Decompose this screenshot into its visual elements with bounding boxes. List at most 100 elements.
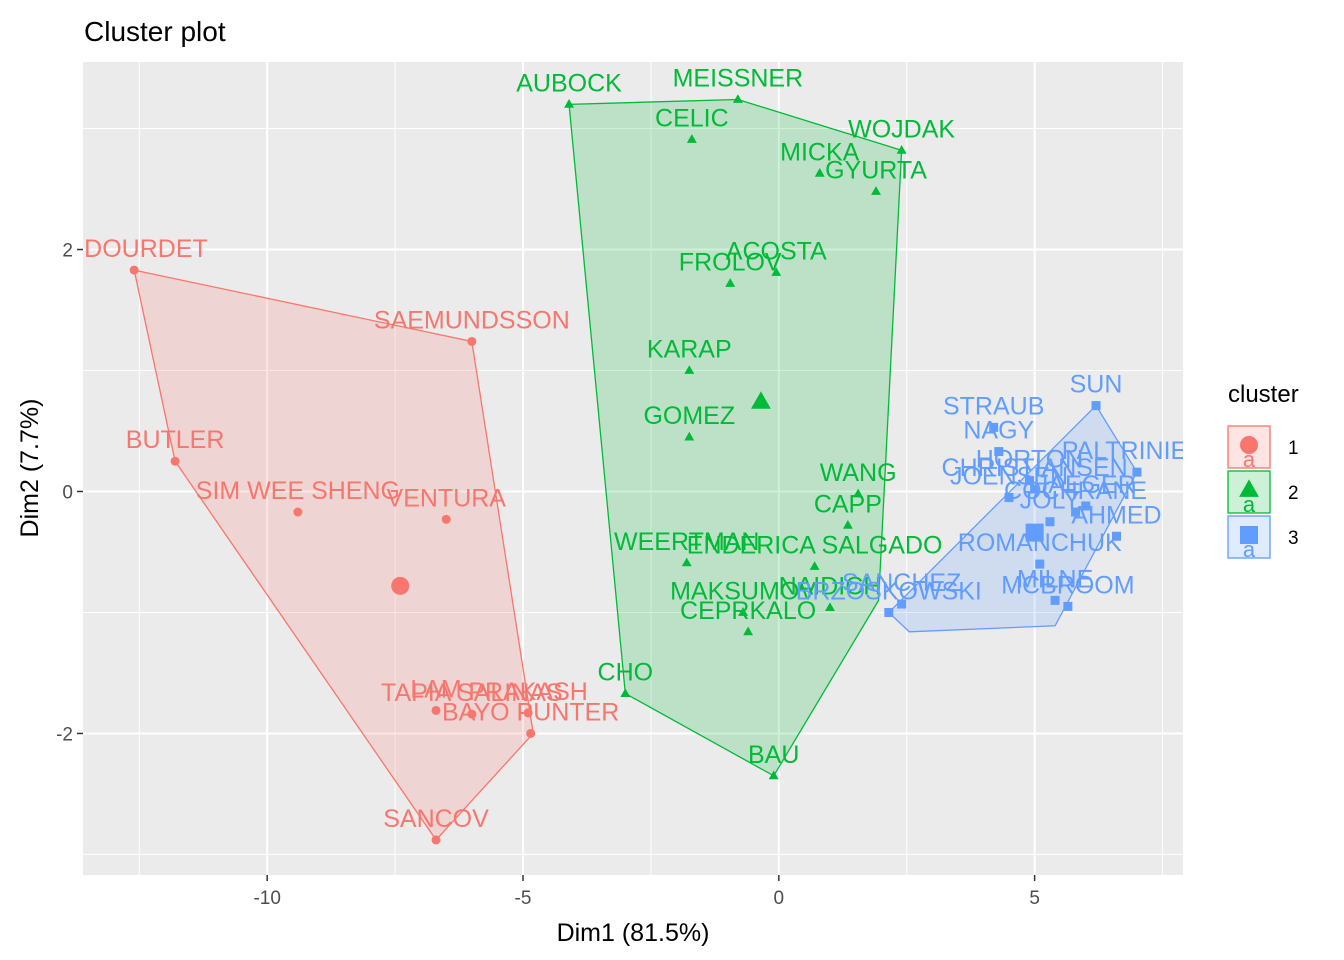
x-tick-label: 5 [1029, 888, 1040, 909]
point-2 [853, 488, 864, 498]
point-label: CHO [598, 659, 654, 687]
legend-key-marker [1240, 436, 1258, 454]
point-2 [871, 186, 881, 195]
x-tick-label: -5 [515, 888, 532, 909]
point-label: NAGY [963, 417, 1034, 445]
point-1 [441, 514, 451, 524]
point-2 [896, 145, 907, 154]
point-label: SAEMUNDSSON [374, 306, 570, 334]
legend-key-glyph: a [1243, 492, 1256, 517]
point-label: HORTON [976, 446, 1083, 474]
point-3 [1081, 501, 1091, 511]
cluster-hull-1 [133, 269, 534, 841]
data-points [129, 94, 1142, 845]
legend-key-marker [1239, 479, 1259, 497]
point-label: CAPP [814, 490, 882, 518]
point-label: FROLOV [679, 248, 782, 276]
point-3 [1111, 531, 1121, 541]
point-1 [293, 507, 303, 517]
point-label: JOENSEN [950, 463, 1068, 491]
point-label: MILNE [1017, 565, 1093, 593]
y-tick-label: 0 [62, 482, 73, 503]
centroid-2 [751, 391, 771, 409]
legend-label-2: 2 [1288, 483, 1299, 504]
point-1 [467, 709, 477, 719]
point-1 [170, 456, 180, 466]
point-label: CEPRKALO [680, 597, 816, 625]
point-2 [825, 602, 835, 612]
point-label: TAPIA SALINAS [381, 679, 563, 707]
point-label: CHRISTIANSEN [942, 454, 1128, 482]
point-1 [523, 708, 533, 718]
point-label: LAM [410, 675, 461, 703]
point-2 [684, 431, 695, 441]
point-label: JOLY [1020, 487, 1081, 515]
point-label: ENDERICA SALGADO [687, 531, 943, 559]
point-3 [884, 607, 894, 617]
point-label: PRAKASH [468, 678, 587, 706]
chart-title: Cluster plot [84, 16, 226, 47]
point-label: STRAUB [943, 392, 1044, 420]
point-2 [684, 365, 695, 374]
point-3 [1035, 559, 1045, 569]
point-2 [738, 607, 748, 616]
y-tick-label: -2 [56, 724, 73, 745]
point-label: BRZOSKOWSKI [796, 577, 982, 605]
point-label: WOJDAK [848, 115, 955, 143]
point-label: WANG [820, 459, 897, 487]
point-3 [1025, 476, 1035, 486]
point-3 [1050, 595, 1060, 605]
point-2 [686, 134, 697, 143]
point-3 [994, 447, 1004, 457]
legend-title: cluster [1228, 381, 1299, 408]
point-3 [1030, 484, 1040, 494]
legend-key-marker [1240, 526, 1258, 544]
point-label: MAKSUMOV [670, 577, 816, 605]
point-3 [1063, 601, 1073, 611]
y-tick-label: 2 [62, 241, 73, 262]
point-label: AUBOCK [516, 69, 622, 97]
point-1 [467, 336, 477, 346]
point-3 [1071, 507, 1081, 517]
point-2 [620, 688, 631, 697]
x-axis-label: Dim1 (81.5%) [557, 919, 710, 947]
point-label: ROMANCHUK [958, 529, 1122, 557]
point-label: JAEGER [1036, 471, 1136, 499]
point-labels: S DOURDET SAEMUNDSSON BUTLER SIM WEE SHENGV… [61, 65, 1213, 833]
point-label: NAIDICH [779, 573, 882, 601]
point-label: SANCHEZ [842, 569, 961, 597]
legend-key-glyph: a [1243, 447, 1256, 472]
point-2 [725, 278, 736, 287]
legend-key-1: a [1227, 425, 1271, 472]
cluster-hull-3 [887, 404, 1138, 633]
cluster-hulls [133, 98, 1138, 841]
point-label: SANCOV [383, 805, 489, 833]
point-label: CELIC [655, 104, 729, 132]
legend-key-3: a [1227, 515, 1271, 562]
point-label: BAU [748, 741, 799, 769]
legend-key-2: a [1227, 470, 1271, 517]
centroid-3 [1025, 523, 1044, 542]
point-label: AHMED [1071, 501, 1161, 529]
point-3 [897, 599, 907, 609]
point-2 [814, 168, 825, 177]
point-label: MCBROOM [1001, 571, 1134, 599]
point-3 [1091, 401, 1101, 411]
point-label: ACOSTA [726, 238, 827, 266]
point-2 [732, 94, 743, 103]
grid-major [83, 62, 1183, 875]
point-label: PALTRINIERI [1062, 437, 1213, 465]
legend: cluster a 1 a 2 a 3 [1227, 381, 1299, 562]
point-3 [989, 422, 999, 432]
axes: -10 -5 0 5 -2 0 2 [56, 241, 1040, 909]
point-label: GYURTA [825, 156, 927, 184]
point-label: SIM WEE SHENG [196, 477, 400, 505]
point-label: S DOURDET [61, 235, 208, 263]
point-label: MEISSNER [673, 65, 804, 93]
legend-label-3: 3 [1288, 528, 1299, 549]
point-1 [431, 835, 441, 845]
point-label: WEERTMAN [614, 528, 759, 556]
y-axis-label: Dim2 (7.7%) [16, 399, 44, 538]
point-3 [1045, 517, 1055, 527]
